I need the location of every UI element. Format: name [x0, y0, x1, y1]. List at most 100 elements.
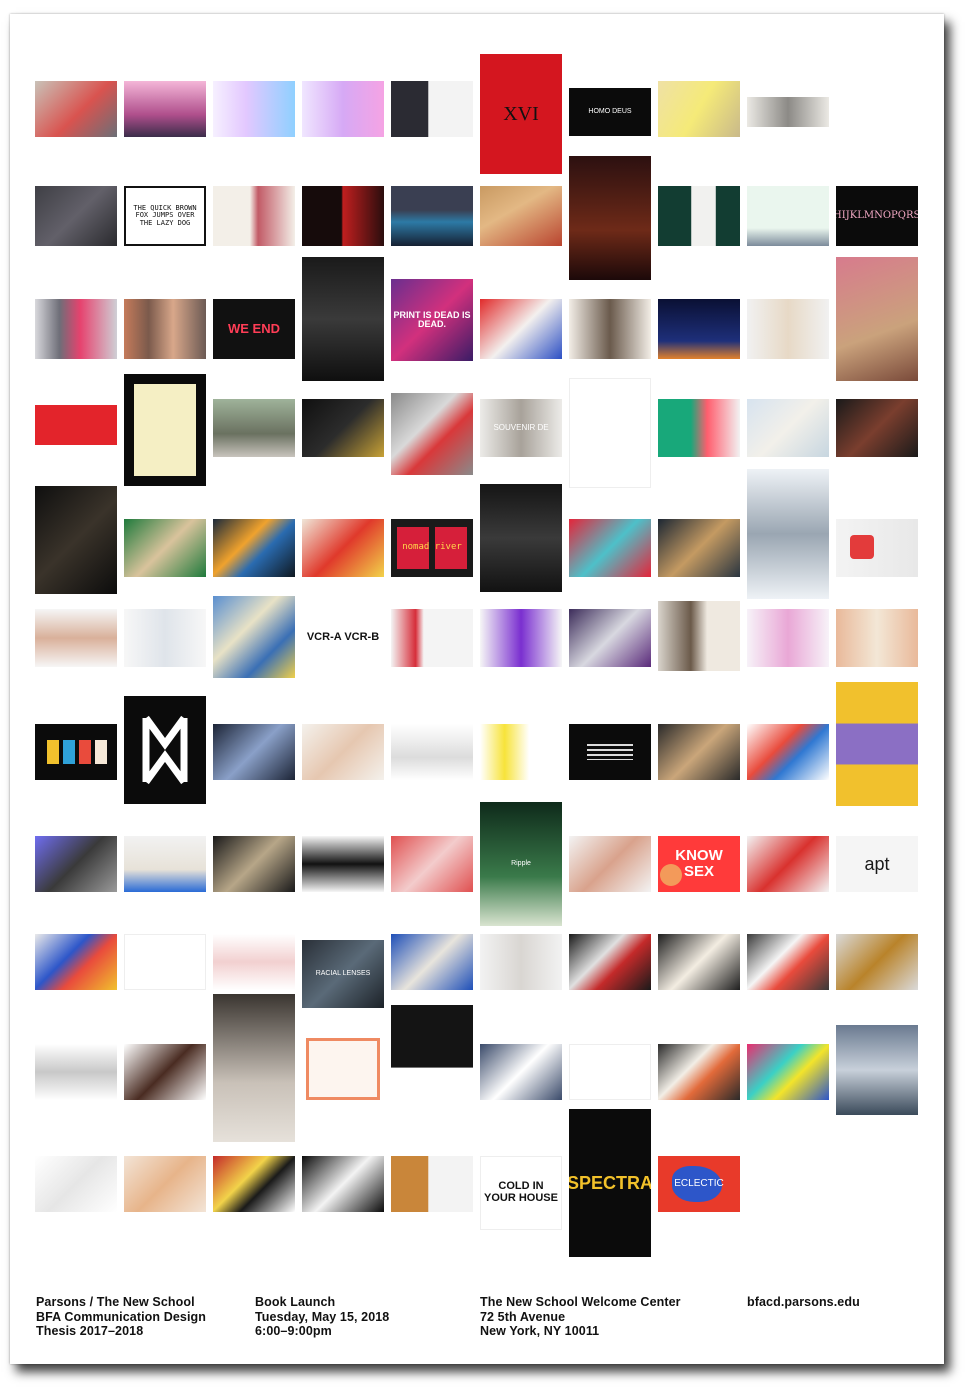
- thumbnail: [35, 1044, 117, 1100]
- thumbnail: [213, 81, 295, 137]
- thumbnail: [747, 724, 829, 780]
- thumbnail: [302, 257, 384, 381]
- thumbnail-caption: RACIAL LENSES: [315, 970, 371, 978]
- thumbnail: [124, 696, 206, 804]
- thumbnail: [391, 81, 473, 137]
- thumbnail-caption: HOMO DEUS: [588, 108, 632, 116]
- thumbnail-inner-page: [134, 384, 196, 476]
- thumbnail: PRINT IS DEAD IS DEAD.: [391, 279, 473, 361]
- blob-shape: [672, 1166, 722, 1202]
- thumbnail: [569, 378, 651, 488]
- thumbnail: [213, 934, 295, 990]
- thumbnail: [747, 469, 829, 599]
- thumbnail: [658, 186, 740, 246]
- thumbnail: [35, 1156, 117, 1212]
- thumbnail: [35, 609, 117, 667]
- thumbnail: [213, 596, 295, 678]
- thumbnail: [569, 1044, 651, 1100]
- thumbnail-caption: apt: [864, 853, 890, 874]
- thumbnail-book: [95, 740, 107, 764]
- thumbnail: [836, 682, 918, 806]
- thumbnail: [213, 186, 295, 246]
- thumbnail: [836, 609, 918, 667]
- thumbnail-caption: VCR-A VCR-B: [306, 631, 380, 644]
- thumbnail: [747, 1044, 829, 1100]
- poster: XVI HOMO DEUS THE QUICK BROWN FOX JUMPS OV…: [10, 14, 944, 1364]
- thumbnail: [658, 519, 740, 577]
- thumbnail: [747, 399, 829, 457]
- thumbnail: [480, 1044, 562, 1100]
- thumbnail: [747, 836, 829, 892]
- thumbnail: [658, 399, 740, 457]
- website[interactable]: bfacd.parsons.edu: [747, 1295, 860, 1310]
- thumbnail-book: [63, 740, 75, 764]
- thumbnail: [480, 934, 562, 990]
- thumbnail: [124, 609, 206, 667]
- thumbnail: [747, 609, 829, 667]
- thumbnail: THE QUICK BROWN FOX JUMPS OVER THE LAZY …: [124, 186, 206, 246]
- thumbnail: [213, 724, 295, 780]
- thumbnail: [658, 299, 740, 359]
- thumbnail: [480, 299, 562, 359]
- thumbnail: SOUVENIR DE: [480, 399, 562, 457]
- thumbnail: [35, 486, 117, 594]
- thumbnail: Ripple: [480, 802, 562, 926]
- thumbnail: [124, 836, 206, 892]
- thumbnail: [391, 1005, 473, 1129]
- website-url[interactable]: bfacd.parsons.edu: [747, 1295, 860, 1309]
- thumbnail: [569, 836, 651, 892]
- thumbnail: [213, 1156, 295, 1212]
- thumbnail-caption: SOUVENIR DE: [493, 422, 549, 432]
- thumbnail: [569, 299, 651, 359]
- thumbnail: [213, 399, 295, 457]
- thumbnail: [35, 836, 117, 892]
- thumbnail: XVI: [480, 54, 562, 174]
- thumbnail-caption: COLD IN YOUR HOUSE: [484, 1180, 558, 1204]
- mx-logo-icon: [142, 715, 188, 785]
- thumbnail: [302, 1156, 384, 1212]
- thumbnail: [658, 934, 740, 990]
- thumbnail: [124, 519, 206, 577]
- thumbnail: [747, 299, 829, 359]
- thumbnail: RACIAL LENSES: [302, 940, 384, 1008]
- thumbnail: [302, 724, 384, 780]
- thumbnail-caption: nomad river: [402, 542, 462, 553]
- thumbnail-mark: [850, 535, 874, 559]
- thumbnail: [302, 186, 384, 246]
- thumbnail: KNOW SEX: [658, 836, 740, 892]
- thumbnail: [391, 934, 473, 990]
- thumbnail: [213, 994, 295, 1142]
- thumbnail: [124, 81, 206, 137]
- thumbnail-caption: Ripple: [511, 860, 531, 868]
- thumbnail: [569, 934, 651, 990]
- thumbnail: [836, 1025, 918, 1115]
- thumbnail: [302, 399, 384, 457]
- thumbnail: [35, 934, 117, 990]
- thumbnail: [124, 1156, 206, 1212]
- thumbnail: [836, 934, 918, 990]
- thumbnail: [124, 299, 206, 359]
- peach-mark: [660, 864, 682, 886]
- thumbnail: [124, 1044, 206, 1100]
- thumbnail: [391, 393, 473, 475]
- thumbnail: [213, 519, 295, 577]
- thumbnail: [569, 724, 651, 780]
- thumbnail-frame: [306, 1038, 380, 1100]
- thumbnail: [302, 836, 384, 892]
- thumbnail-panel: [435, 527, 467, 569]
- thumbnail: [658, 601, 740, 671]
- thumbnail: [658, 81, 740, 137]
- venue-name: The New School Welcome Center: [480, 1295, 681, 1309]
- thumbnail: [480, 186, 562, 246]
- thumbnail-book: [47, 740, 59, 764]
- thumbnail: [391, 836, 473, 892]
- thumbnail: [836, 257, 918, 381]
- thumbnail: COLD IN YOUR HOUSE: [480, 1156, 562, 1230]
- thumbnail: [480, 484, 562, 592]
- thumbnail: [124, 934, 206, 990]
- thumbnail: [302, 519, 384, 577]
- event-info: Book Launch Tuesday, May 15, 2018 6:00–9…: [255, 1295, 389, 1339]
- thumbnail: [213, 836, 295, 892]
- thesis-year: Thesis 2017–2018: [36, 1324, 144, 1338]
- thumbnail: [658, 724, 740, 780]
